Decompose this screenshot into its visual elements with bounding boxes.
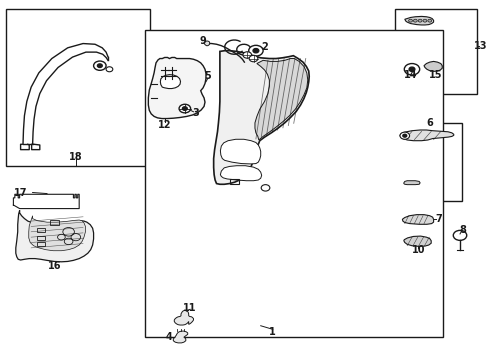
- Polygon shape: [254, 59, 307, 140]
- Polygon shape: [174, 310, 193, 325]
- Text: 7: 7: [434, 214, 441, 224]
- Text: 8: 8: [458, 225, 465, 235]
- Circle shape: [179, 104, 190, 113]
- Polygon shape: [423, 62, 441, 71]
- Text: 16: 16: [48, 261, 62, 271]
- Text: 1: 1: [269, 327, 276, 337]
- Circle shape: [182, 107, 187, 111]
- Polygon shape: [403, 181, 419, 185]
- Bar: [50, 220, 59, 225]
- Polygon shape: [404, 17, 433, 25]
- Bar: [145, 30, 442, 337]
- Text: 5: 5: [204, 71, 211, 81]
- Circle shape: [427, 19, 431, 22]
- Bar: [37, 236, 44, 240]
- Text: 3: 3: [192, 108, 199, 118]
- Circle shape: [248, 45, 263, 56]
- Text: 9: 9: [199, 36, 206, 46]
- Bar: [6, 9, 150, 166]
- Text: 10: 10: [410, 245, 424, 255]
- Bar: [37, 242, 44, 247]
- Text: 14: 14: [403, 70, 416, 80]
- Circle shape: [252, 49, 258, 53]
- Circle shape: [93, 61, 106, 70]
- Circle shape: [261, 185, 269, 191]
- Bar: [394, 9, 476, 94]
- Polygon shape: [160, 75, 180, 89]
- Polygon shape: [213, 51, 308, 184]
- Polygon shape: [29, 216, 85, 251]
- Text: 12: 12: [158, 120, 171, 130]
- Circle shape: [422, 19, 426, 22]
- Circle shape: [97, 64, 102, 67]
- Circle shape: [249, 55, 257, 62]
- Text: 13: 13: [473, 41, 487, 51]
- Polygon shape: [203, 41, 209, 46]
- Polygon shape: [220, 139, 260, 164]
- Circle shape: [417, 19, 421, 22]
- Polygon shape: [173, 331, 187, 343]
- Text: 4: 4: [165, 332, 172, 342]
- Circle shape: [402, 134, 406, 137]
- Bar: [229, 179, 238, 184]
- Circle shape: [408, 19, 411, 22]
- Text: 11: 11: [183, 302, 197, 312]
- Polygon shape: [402, 215, 433, 224]
- Text: 17: 17: [14, 188, 27, 198]
- Polygon shape: [16, 210, 93, 262]
- Circle shape: [408, 67, 414, 71]
- Text: 2: 2: [261, 42, 267, 52]
- Bar: [37, 228, 44, 232]
- Polygon shape: [148, 58, 205, 118]
- Circle shape: [412, 19, 416, 22]
- Text: 15: 15: [428, 70, 442, 80]
- Polygon shape: [403, 236, 430, 247]
- Circle shape: [404, 64, 419, 75]
- Circle shape: [243, 52, 251, 58]
- Text: 18: 18: [69, 152, 82, 162]
- Circle shape: [399, 132, 409, 139]
- Text: 6: 6: [426, 118, 433, 128]
- Polygon shape: [220, 166, 261, 181]
- Bar: [394, 123, 462, 202]
- Polygon shape: [399, 130, 453, 141]
